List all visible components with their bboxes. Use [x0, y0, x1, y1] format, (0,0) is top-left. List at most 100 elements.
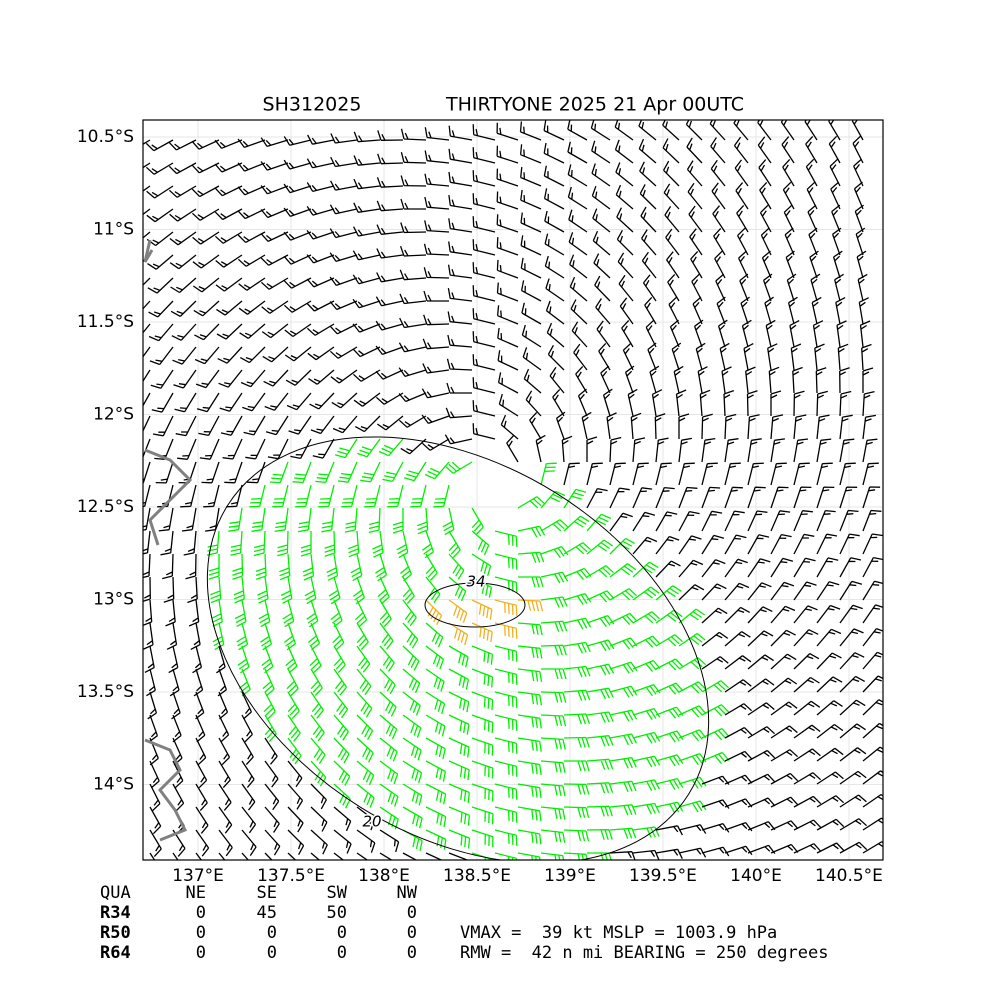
wind-barb — [816, 462, 833, 486]
wind-barb — [711, 182, 726, 210]
wind-barb — [403, 461, 427, 482]
wind-barb — [832, 250, 843, 279]
wind-barb — [587, 852, 612, 860]
wind-barb — [260, 277, 289, 290]
wind-barb — [237, 645, 250, 674]
wind-barb — [444, 461, 473, 474]
wind-barb — [329, 276, 358, 287]
wind-barb — [237, 254, 266, 267]
wind-barb — [555, 411, 566, 440]
wind-barb — [333, 829, 352, 854]
wind-barb — [662, 138, 680, 164]
wind-barb — [724, 727, 753, 739]
wind-barb — [187, 576, 198, 604]
coastline — [144, 738, 188, 842]
wind-barb — [448, 148, 473, 164]
wind-barb — [215, 254, 243, 268]
wind-barb — [166, 622, 178, 650]
wind-barb — [147, 277, 174, 294]
wind-barb — [757, 120, 772, 141]
wind-barb — [448, 714, 470, 735]
table-cell: R50 — [100, 923, 131, 943]
wind-barb — [586, 829, 613, 840]
wind-barb — [747, 773, 776, 785]
wind-barb — [835, 297, 846, 325]
wind-barb — [609, 661, 638, 674]
wind-barb — [494, 530, 518, 547]
wind-barb — [402, 691, 421, 716]
wind-barb — [701, 510, 723, 532]
wind-barb — [586, 711, 614, 723]
wind-barb — [862, 722, 883, 739]
wind-barb — [837, 343, 849, 371]
wind-barb — [859, 320, 871, 348]
wind-barb — [678, 800, 707, 813]
wind-barb — [356, 668, 372, 696]
wind-barb — [570, 299, 588, 325]
wind-barb — [472, 423, 496, 440]
wind-barb — [239, 346, 266, 364]
wind-barb — [563, 689, 591, 701]
wind-barb — [264, 392, 289, 411]
wind-barb — [306, 277, 335, 288]
wind-barb — [710, 137, 726, 164]
wind-barb — [310, 415, 335, 435]
wind-barb — [638, 138, 657, 164]
wind-barb — [517, 737, 542, 752]
wind-barb — [609, 685, 638, 698]
wind-barb — [747, 606, 773, 624]
wind-barb — [520, 280, 542, 302]
wind-barb — [547, 344, 565, 371]
wind-barb — [375, 345, 404, 356]
wind-barb — [564, 760, 590, 772]
wind-barb — [496, 145, 519, 164]
wind-barb — [168, 162, 197, 175]
wind-barb — [284, 346, 312, 362]
wind-barb — [143, 530, 151, 555]
wind-barb — [678, 584, 705, 601]
wind-barb — [710, 159, 726, 187]
wind-barb — [663, 183, 680, 210]
chart-title: SH312025 — [263, 94, 362, 116]
wind-barb — [678, 657, 707, 670]
wind-barb — [609, 827, 637, 839]
wind-barb — [219, 392, 243, 412]
wind-barb — [591, 185, 611, 210]
wind-barb — [285, 645, 298, 674]
wind-barb — [793, 676, 820, 693]
wind-barb — [520, 167, 542, 187]
wind-barb — [172, 852, 179, 860]
wind-barb — [586, 782, 614, 794]
wind-barb — [563, 829, 590, 842]
wind-barb — [376, 272, 404, 283]
wind-barb — [168, 185, 197, 198]
wind-barb — [400, 175, 427, 187]
wind-barb — [770, 772, 799, 785]
wind-barb — [433, 484, 450, 508]
wind-barb — [387, 484, 404, 508]
wind-barb — [701, 437, 716, 463]
wind-barb — [356, 852, 369, 860]
wind-barb — [402, 668, 421, 694]
wind-barb — [816, 700, 843, 716]
wind-barb — [379, 760, 399, 785]
wind-barb — [150, 369, 174, 389]
wind-barb — [701, 534, 725, 555]
wind-barb — [632, 779, 660, 791]
wind-barb — [523, 368, 542, 394]
wind-barb — [288, 415, 312, 435]
wind-barb — [642, 274, 657, 302]
wind-barb — [425, 668, 445, 692]
wind-barb — [617, 252, 634, 279]
wind-barb — [540, 714, 567, 727]
wind-barb — [287, 760, 303, 788]
wind-barb — [353, 226, 381, 237]
wind-barb — [586, 590, 615, 603]
wind-barb — [701, 822, 730, 833]
wind-barb — [260, 208, 289, 219]
wind-barb — [689, 228, 703, 256]
wind-barb — [552, 388, 565, 417]
wind-barb — [544, 210, 565, 233]
wind-barb — [242, 392, 266, 412]
wind-barb — [330, 369, 358, 384]
